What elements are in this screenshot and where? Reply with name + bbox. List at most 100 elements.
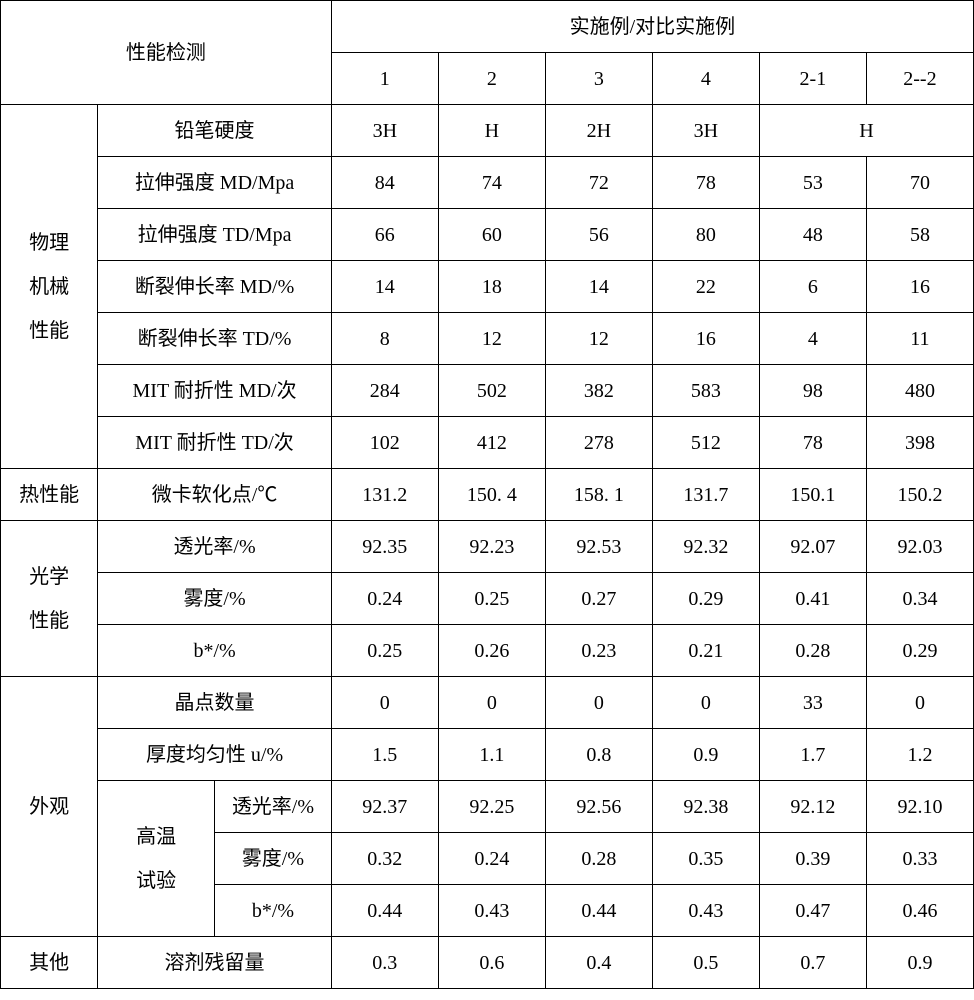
cell: 0.28 — [545, 833, 652, 885]
cell: 0 — [438, 677, 545, 729]
cell: 0.39 — [759, 833, 866, 885]
cell: 92.23 — [438, 521, 545, 573]
cell: 158. 1 — [545, 469, 652, 521]
cell: 18 — [438, 261, 545, 313]
cell: 74 — [438, 157, 545, 209]
appearance-row-thickness: 厚度均匀性 u/% 1.5 1.1 0.8 0.9 1.7 1.2 — [1, 729, 974, 781]
cell: 0.43 — [652, 885, 759, 937]
cell: 8 — [331, 313, 438, 365]
cell: 0.24 — [331, 573, 438, 625]
cell: 3H — [652, 105, 759, 157]
cell: 1.1 — [438, 729, 545, 781]
phys-row-tensile-md: 拉伸强度 MD/Mpa 84 74 72 78 53 70 — [1, 157, 974, 209]
cell: 150.2 — [866, 469, 973, 521]
cell: 6 — [759, 261, 866, 313]
cell: 2H — [545, 105, 652, 157]
cell: 92.53 — [545, 521, 652, 573]
cell: 0.35 — [652, 833, 759, 885]
opt-label-line1: 光学 — [1, 555, 97, 599]
cell: 382 — [545, 365, 652, 417]
group-phys-label: 物理 机械 性能 — [1, 105, 98, 469]
cell: 56 — [545, 209, 652, 261]
cell: 92.37 — [331, 781, 438, 833]
cell: H — [438, 105, 545, 157]
cell: 66 — [331, 209, 438, 261]
phys-label-line2: 机械 — [1, 265, 97, 309]
cell: 0.43 — [438, 885, 545, 937]
cell: 512 — [652, 417, 759, 469]
cell: 0 — [331, 677, 438, 729]
cell: 0.41 — [759, 573, 866, 625]
ht-label-line1: 高温 — [98, 815, 214, 859]
cell: 33 — [759, 677, 866, 729]
phys-row-mit-td: MIT 耐折性 TD/次 102 412 278 512 78 398 — [1, 417, 974, 469]
cell: 78 — [652, 157, 759, 209]
cell: 72 — [545, 157, 652, 209]
optical-row-bstar: b*/% 0.25 0.26 0.23 0.21 0.28 0.29 — [1, 625, 974, 677]
group-other-label: 其他 — [1, 937, 98, 989]
cell: 92.12 — [759, 781, 866, 833]
row-label: 断裂伸长率 MD/% — [98, 261, 332, 313]
cell: 16 — [866, 261, 973, 313]
cell: 0.21 — [652, 625, 759, 677]
cell: 3H — [331, 105, 438, 157]
cell: 0.4 — [545, 937, 652, 989]
row-label: 微卡软化点/℃ — [98, 469, 332, 521]
cell: 58 — [866, 209, 973, 261]
cell: 0.23 — [545, 625, 652, 677]
cell: 0 — [652, 677, 759, 729]
cell: 0.26 — [438, 625, 545, 677]
optical-row-haze: 雾度/% 0.24 0.25 0.27 0.29 0.41 0.34 — [1, 573, 974, 625]
row-label: MIT 耐折性 TD/次 — [98, 417, 332, 469]
cell: 583 — [652, 365, 759, 417]
row-label: b*/% — [98, 625, 332, 677]
row-label: 晶点数量 — [98, 677, 332, 729]
cell: 92.07 — [759, 521, 866, 573]
row-label: 雾度/% — [215, 833, 332, 885]
cell: 0.9 — [866, 937, 973, 989]
cell: 1.5 — [331, 729, 438, 781]
cell: 0.24 — [438, 833, 545, 885]
header-examples: 实施例/对比实施例 — [331, 1, 973, 53]
header-row-1: 性能检测 实施例/对比实施例 — [1, 1, 974, 53]
phys-row-elong-td: 断裂伸长率 TD/% 8 12 12 16 4 11 — [1, 313, 974, 365]
cell: 0.25 — [331, 625, 438, 677]
cell: 92.10 — [866, 781, 973, 833]
phys-label-line3: 性能 — [1, 309, 97, 353]
group-optical-label: 光学 性能 — [1, 521, 98, 677]
cell: 480 — [866, 365, 973, 417]
other-row: 其他 溶剂残留量 0.3 0.6 0.4 0.5 0.7 0.9 — [1, 937, 974, 989]
cell: 92.03 — [866, 521, 973, 573]
group-thermal-label: 热性能 — [1, 469, 98, 521]
phys-label-line1: 物理 — [1, 221, 97, 265]
phys-row-mit-md: MIT 耐折性 MD/次 284 502 382 583 98 480 — [1, 365, 974, 417]
cell: 1.7 — [759, 729, 866, 781]
cell: 80 — [652, 209, 759, 261]
cell: 150.1 — [759, 469, 866, 521]
cell: 412 — [438, 417, 545, 469]
cell: 92.56 — [545, 781, 652, 833]
cell: 0.29 — [866, 625, 973, 677]
phys-pencil-label: 铅笔硬度 — [98, 105, 332, 157]
row-label: 透光率/% — [215, 781, 332, 833]
cell: 60 — [438, 209, 545, 261]
cell: 502 — [438, 365, 545, 417]
cell: 0.29 — [652, 573, 759, 625]
cell: 0.8 — [545, 729, 652, 781]
cell: 0.44 — [331, 885, 438, 937]
cell: 0.46 — [866, 885, 973, 937]
opt-label-line2: 性能 — [1, 599, 97, 643]
cell: 284 — [331, 365, 438, 417]
row-label: MIT 耐折性 MD/次 — [98, 365, 332, 417]
cell: 0 — [545, 677, 652, 729]
row-label: 溶剂残留量 — [98, 937, 332, 989]
cell: 0.25 — [438, 573, 545, 625]
cell: 4 — [759, 313, 866, 365]
cell: 98 — [759, 365, 866, 417]
cell: 0.7 — [759, 937, 866, 989]
phys-row-elong-md: 断裂伸长率 MD/% 14 18 14 22 6 16 — [1, 261, 974, 313]
cell: 48 — [759, 209, 866, 261]
col-1: 1 — [331, 53, 438, 105]
row-label: 厚度均匀性 u/% — [98, 729, 332, 781]
cell: 12 — [438, 313, 545, 365]
